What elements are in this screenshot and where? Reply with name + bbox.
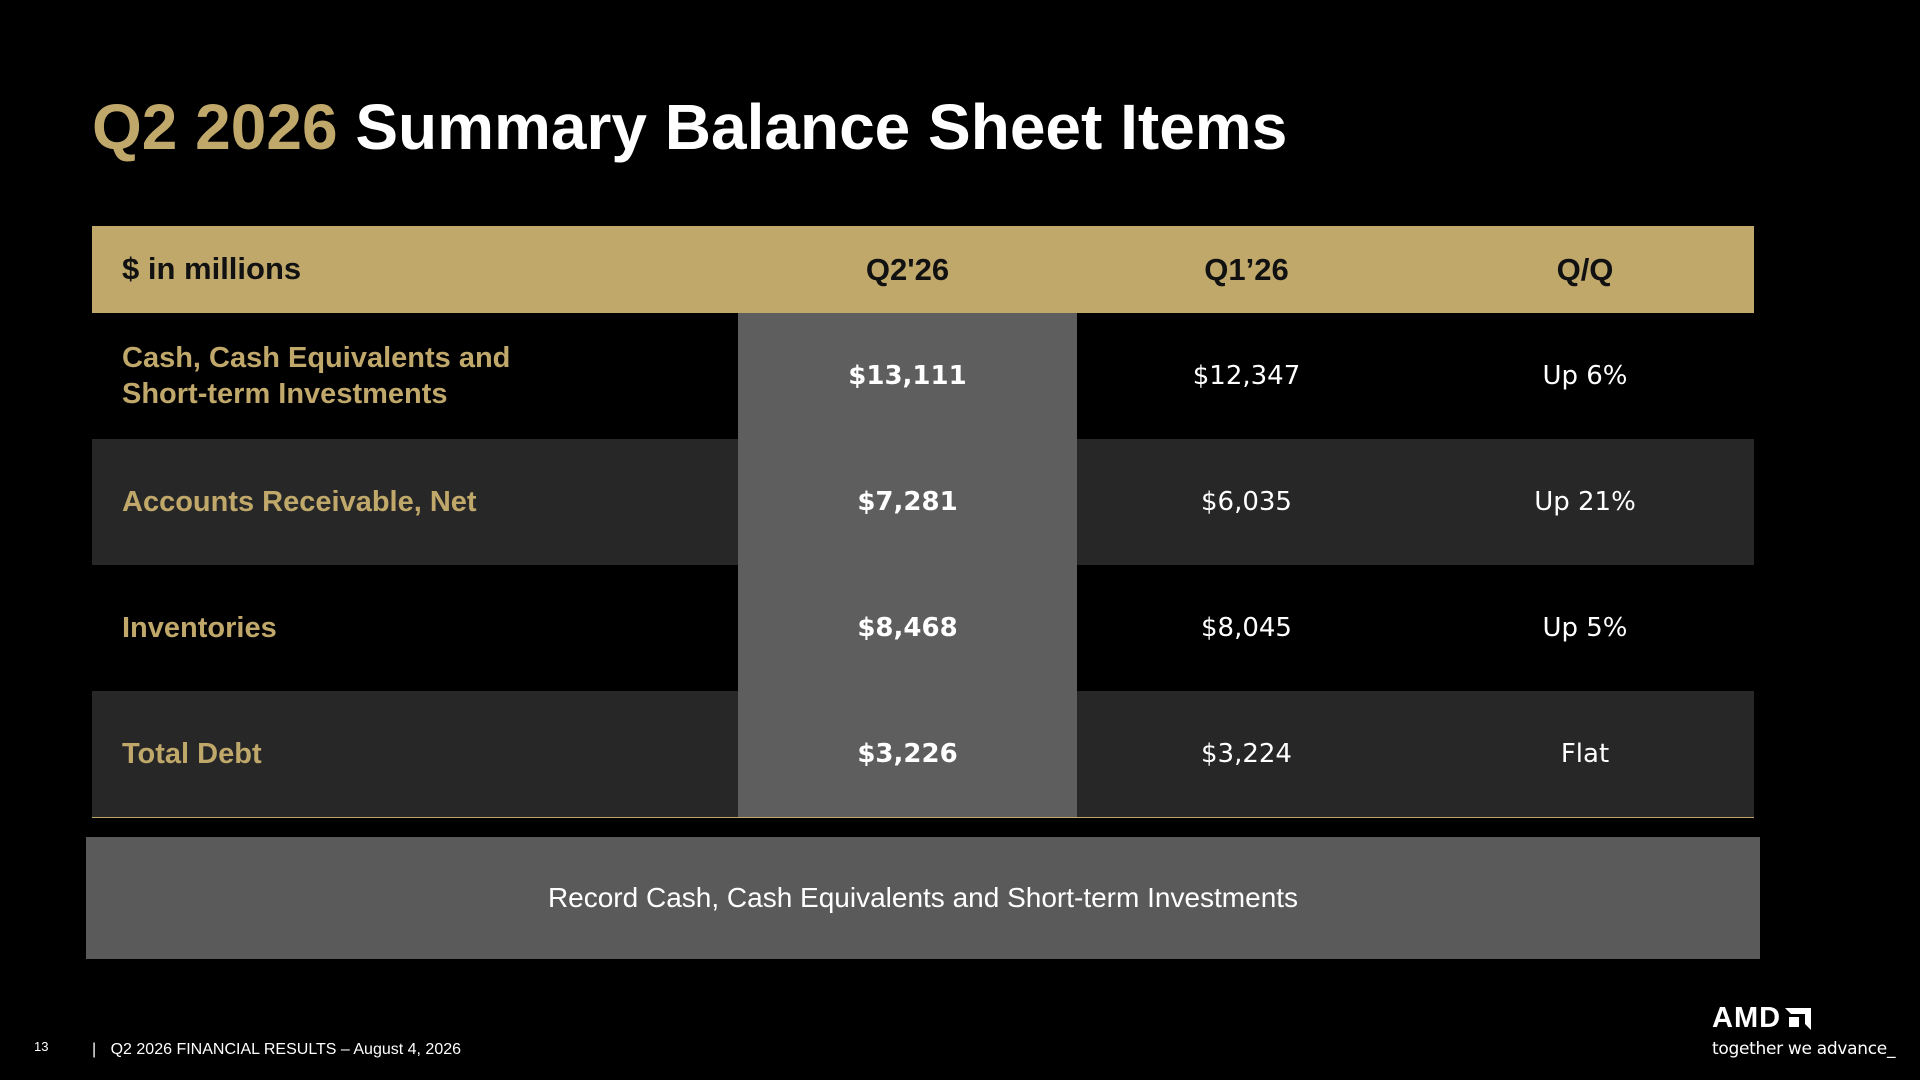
- value-q1: $8,045: [1201, 613, 1292, 643]
- page-title-text: Summary Balance Sheet Items: [355, 91, 1288, 163]
- footer: | Q2 2026 FINANCIAL RESULTS – August 4, …: [92, 1041, 461, 1059]
- column-header-qq: Q/Q: [1556, 251, 1614, 287]
- row-label: Cash, Cash Equivalents and Short-term In…: [92, 313, 738, 439]
- footer-separator: |: [92, 1041, 97, 1058]
- value-q1: $3,224: [1201, 739, 1292, 769]
- table-header-row: $ in millions Q2'26 Q1’26 Q/Q: [92, 226, 1754, 313]
- column-header-units: $ in millions: [122, 251, 302, 287]
- footer-text: Q2 2026 FINANCIAL RESULTS – August 4, 20…: [110, 1041, 462, 1058]
- logo-wordmark: AMD: [1712, 1004, 1902, 1033]
- page-title: Q2 2026 Summary Balance Sheet Items: [92, 92, 1287, 162]
- value-qq: Flat: [1560, 739, 1610, 769]
- page-title-quarter: Q2 2026: [92, 91, 338, 163]
- row-label: Total Debt: [122, 737, 262, 770]
- value-qq: Up 21%: [1534, 487, 1636, 517]
- value-qq: Up 6%: [1542, 361, 1628, 391]
- amd-logo: AMD together we advance_: [1712, 1004, 1902, 1060]
- value-q2: $13,111: [738, 313, 1077, 439]
- value-q2: $3,226: [738, 691, 1077, 817]
- table-row: Total Debt $3,226 $3,224 Flat: [92, 691, 1754, 818]
- table-row: Inventories $8,468 $8,045 Up 5%: [92, 565, 1754, 691]
- value-q1: $6,035: [1201, 487, 1292, 517]
- amd-arrow-icon: [1785, 1007, 1812, 1030]
- column-header-q2: Q2'26: [865, 251, 950, 287]
- balance-sheet-table: $ in millions Q2'26 Q1’26 Q/Q Cash, Cash…: [92, 226, 1754, 818]
- value-q2: $7,281: [738, 439, 1077, 565]
- value-qq: Up 5%: [1542, 613, 1628, 643]
- row-label: Accounts Receivable, Net: [122, 485, 477, 518]
- table-row: Accounts Receivable, Net $7,281 $6,035 U…: [92, 439, 1754, 565]
- row-label: Inventories: [122, 611, 277, 644]
- row-label-line: Cash, Cash Equivalents and: [122, 341, 511, 374]
- row-label-line: Short-term Investments: [122, 378, 448, 410]
- table-row: Cash, Cash Equivalents and Short-term In…: [92, 313, 1754, 439]
- callout-banner: Record Cash, Cash Equivalents and Short-…: [86, 837, 1760, 959]
- logo-tagline: together we advance_: [1712, 1039, 1896, 1059]
- logo-wordmark-text: AMD: [1712, 1002, 1782, 1034]
- value-q2: $8,468: [738, 565, 1077, 691]
- value-q1: $12,347: [1192, 361, 1301, 391]
- column-header-q1: Q1’26: [1204, 251, 1289, 287]
- page-number: 13: [34, 1039, 49, 1054]
